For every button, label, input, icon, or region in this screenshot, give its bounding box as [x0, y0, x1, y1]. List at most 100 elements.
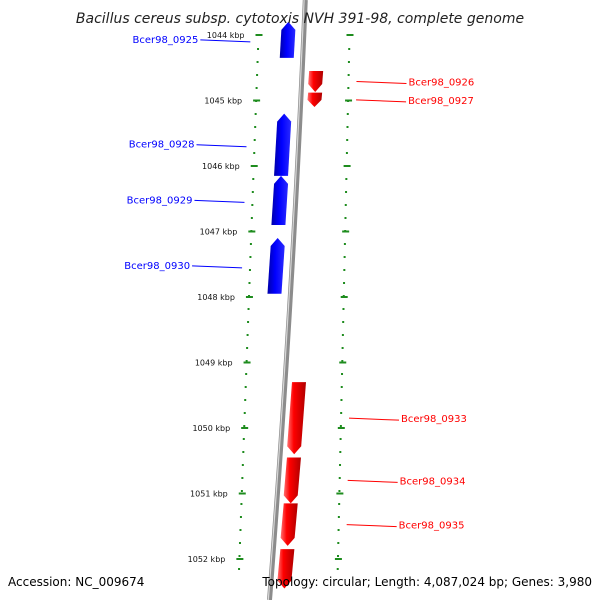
ruler-tick-right: [336, 492, 344, 495]
ruler-dot-left: [254, 113, 257, 115]
ruler-dot-left: [243, 412, 246, 414]
ruler-tick-right: [334, 558, 342, 560]
ruler-dot-right: [341, 347, 344, 349]
tick-label: 1046 kbp: [202, 162, 240, 171]
gene-arrow: [274, 113, 292, 176]
backbone-layer: [267, 0, 308, 600]
backbone-highlight: [267, 0, 305, 600]
tick-label: 1051 kbp: [190, 490, 228, 499]
ruler-dot-left: [243, 425, 246, 427]
gene-label: Bcer98_0929: [127, 195, 193, 206]
ruler-dot-right: [338, 503, 341, 505]
ruler-dot-left: [250, 217, 253, 219]
ruler-dot-left: [244, 386, 247, 388]
ruler-tick-left: [253, 99, 261, 102]
ruler-dot-left: [255, 87, 258, 89]
gene-label-leader: [346, 524, 397, 528]
gene-label-leader: [194, 199, 245, 203]
ruler-dot-left: [242, 438, 245, 440]
ruler-dot-right: [344, 204, 347, 206]
ruler-dot-left: [257, 48, 260, 50]
ruler-dot-right: [346, 126, 349, 128]
ruler-dot-right: [339, 451, 342, 453]
ruler-dot-right: [340, 412, 343, 414]
tick-label: 1052 kbp: [188, 555, 226, 564]
ruler-dot-right: [336, 568, 339, 570]
tick-label: 1044 kbp: [207, 31, 245, 40]
tick-label: 1049 kbp: [195, 359, 233, 368]
ruler-dot-left: [246, 334, 249, 336]
ruler-dot-left: [249, 256, 252, 258]
ruler-dot-right: [338, 477, 341, 479]
ruler-dot-left: [239, 529, 242, 531]
ruler-dot-left: [249, 243, 252, 245]
gene-arrow: [308, 71, 324, 92]
ruler-tick-left: [250, 165, 258, 167]
gene-arrow: [271, 175, 289, 225]
gene-label: Bcer98_0925: [133, 35, 199, 46]
ruler-tick-left: [243, 361, 251, 364]
ruler-dot-right: [337, 529, 340, 531]
genome-summary-text: Topology: circular; Length: 4,087,024 bp…: [261, 575, 592, 589]
tick-label: 1045 kbp: [204, 97, 242, 106]
ruler-dot-right: [347, 74, 350, 76]
gene-label-leader: [192, 265, 243, 269]
gene-arrow: [287, 382, 306, 455]
gene-label-leader: [196, 144, 247, 148]
ruler-dot-right: [341, 373, 344, 375]
gene-label-leader: [356, 99, 407, 103]
gene-layer: [267, 21, 324, 589]
ruler-dot-right: [348, 48, 351, 50]
gene-arrow: [279, 21, 296, 58]
ruler-dot-left: [244, 399, 247, 401]
gene-arrow: [267, 238, 285, 294]
ruler-dot-right: [341, 334, 344, 336]
ruler-dot-right: [346, 139, 349, 141]
gene-arrow: [277, 549, 295, 589]
ruler-dot-right: [340, 386, 343, 388]
ruler-dot-right: [344, 217, 347, 219]
ruler-tick-left: [238, 492, 246, 495]
ruler-dot-left: [246, 347, 249, 349]
ruler-dot-left: [241, 464, 244, 466]
ruler-tick-right: [346, 34, 354, 36]
tick-label: 1047 kbp: [200, 228, 238, 237]
ruler-dot-right: [342, 308, 345, 310]
ruler-dot-right: [345, 178, 348, 180]
ruler-dot-left: [242, 451, 245, 453]
ruler-dot-right: [345, 191, 348, 193]
ruler-dot-left: [247, 308, 250, 310]
ruler-dot-left: [238, 555, 241, 557]
ruler-dot-left: [254, 126, 257, 128]
ruler-dot-left: [248, 269, 251, 271]
ruler-dot-right: [347, 87, 350, 89]
ruler-tick-right: [340, 296, 348, 298]
accession-text: Accession: NC_009674: [8, 575, 144, 589]
gene-label-leader: [200, 39, 251, 43]
gene-label: Bcer98_0934: [400, 476, 466, 487]
gene-label: Bcer98_0933: [401, 414, 467, 425]
ruler-dot-right: [337, 542, 340, 544]
ruler-dot-left: [240, 490, 243, 492]
ruler-dot-right: [343, 243, 346, 245]
ruler-dot-left: [238, 568, 241, 570]
gene-arrow: [283, 457, 301, 504]
ruler-tick-right: [343, 165, 351, 167]
ruler-dot-right: [347, 61, 350, 63]
ruler-tick-right: [345, 99, 353, 102]
ruler-tick-right: [342, 230, 350, 233]
tick-label: 1050 kbp: [192, 424, 230, 433]
ruler-dot-left: [238, 542, 241, 544]
gene-arrow: [307, 92, 323, 108]
ruler-dot-left: [253, 139, 256, 141]
ruler-dot-right: [339, 438, 342, 440]
ruler-dot-left: [256, 74, 259, 76]
ruler-dot-left: [240, 503, 243, 505]
ruler-tick-right: [337, 427, 345, 429]
ruler-dot-left: [241, 477, 244, 479]
ruler-dot-left: [251, 204, 254, 206]
ruler-tick-left: [248, 230, 256, 233]
ruler-layer: 1044 kbp 1045 kbp 1046 kbp 1047 kbp 1048 kbp…: [188, 31, 354, 570]
ruler-dot-right: [337, 555, 340, 557]
